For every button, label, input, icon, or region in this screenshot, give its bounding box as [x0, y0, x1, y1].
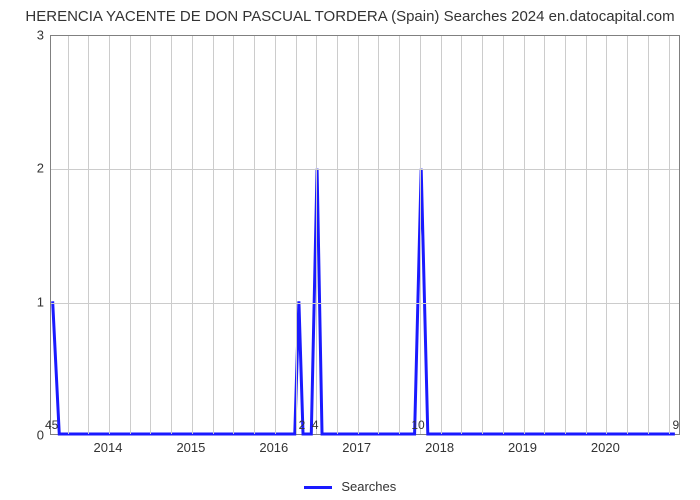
grid-v: [337, 36, 338, 434]
legend-label: Searches: [341, 479, 396, 494]
grid-v: [68, 36, 69, 434]
grid-v: [669, 36, 670, 434]
grid-v: [130, 36, 131, 434]
plot-area: [50, 35, 680, 435]
grid-v: [192, 36, 193, 434]
ytick-label: 0: [14, 428, 44, 443]
ytick-label: 1: [14, 294, 44, 309]
grid-v: [358, 36, 359, 434]
xtick-label: 2015: [176, 440, 205, 455]
grid-v: [461, 36, 462, 434]
legend-swatch: [304, 486, 332, 489]
grid-v: [109, 36, 110, 434]
spike-label: 10: [411, 418, 424, 432]
grid-v: [606, 36, 607, 434]
spike-label: 4: [312, 418, 319, 432]
grid-v: [648, 36, 649, 434]
grid-v: [627, 36, 628, 434]
spike-label: 9: [673, 418, 680, 432]
grid-v: [213, 36, 214, 434]
grid-v: [420, 36, 421, 434]
grid-v: [88, 36, 89, 434]
xtick-label: 2020: [591, 440, 620, 455]
grid-v: [565, 36, 566, 434]
grid-v: [254, 36, 255, 434]
grid-v: [296, 36, 297, 434]
grid-v: [378, 36, 379, 434]
grid-v: [233, 36, 234, 434]
legend: Searches: [0, 479, 700, 494]
grid-v: [503, 36, 504, 434]
grid-v: [399, 36, 400, 434]
ytick-label: 3: [14, 28, 44, 43]
grid-v: [316, 36, 317, 434]
grid-v: [544, 36, 545, 434]
xtick-label: 2017: [342, 440, 371, 455]
xtick-label: 2019: [508, 440, 537, 455]
grid-v: [524, 36, 525, 434]
grid-v: [171, 36, 172, 434]
grid-v: [441, 36, 442, 434]
ytick-label: 2: [14, 161, 44, 176]
xtick-label: 2018: [425, 440, 454, 455]
spike-label: 45: [45, 418, 58, 432]
spike-label: 2: [299, 418, 306, 432]
grid-v: [150, 36, 151, 434]
grid-v: [275, 36, 276, 434]
chart-title: HERENCIA YACENTE DE DON PASCUAL TORDERA …: [0, 8, 700, 25]
grid-v: [586, 36, 587, 434]
xtick-label: 2014: [94, 440, 123, 455]
xtick-label: 2016: [259, 440, 288, 455]
grid-v: [482, 36, 483, 434]
